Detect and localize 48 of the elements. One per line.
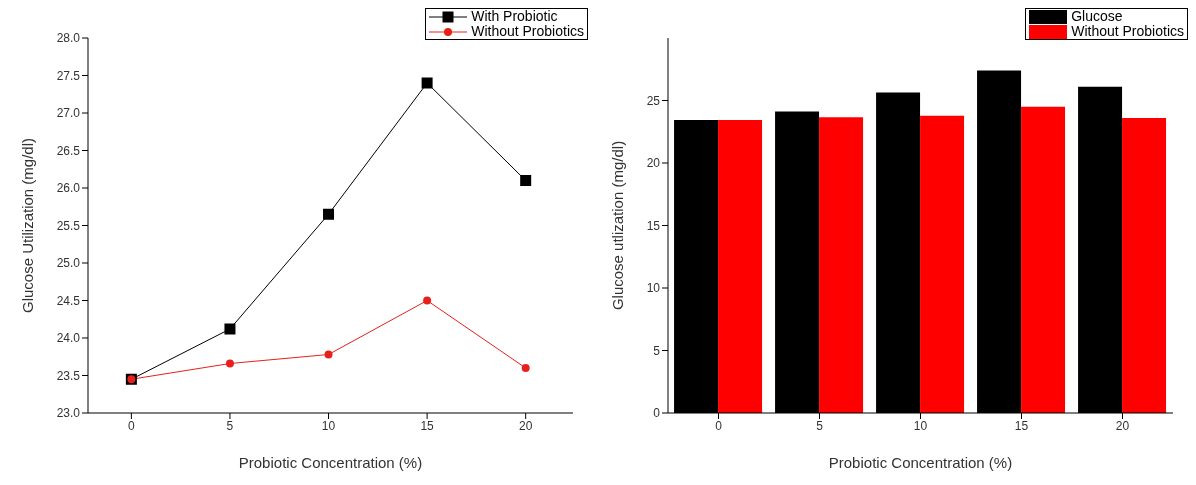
- x-tick-label: 20: [1115, 418, 1130, 433]
- y-tick-label: 5: [653, 343, 661, 358]
- y-tick-label: 25.5: [56, 218, 81, 233]
- y-tick-label: 0: [653, 406, 661, 421]
- bar: [718, 119, 763, 413]
- x-tick-label: 15: [420, 418, 435, 433]
- x-tick-label: 20: [519, 418, 533, 433]
- y-tick-label: 23.5: [56, 368, 81, 383]
- legend-label: Without Probiotics: [1071, 23, 1184, 39]
- y-tick-label: 26.0: [56, 181, 81, 196]
- point: [521, 364, 530, 372]
- bar: [819, 117, 864, 413]
- y-tick-label: 26.5: [56, 143, 81, 158]
- point: [324, 350, 333, 359]
- x-tick-label: 0: [128, 418, 136, 433]
- x-axis-title: Probiotic Concentration (%): [238, 454, 423, 471]
- point: [323, 208, 335, 220]
- point: [423, 296, 432, 305]
- y-tick-label: 23.0: [56, 406, 81, 421]
- x-tick-label: 5: [226, 418, 234, 433]
- bar: [1021, 106, 1066, 413]
- y-tick-label: 28.0: [56, 31, 81, 46]
- y-tick-label: 27.5: [56, 68, 81, 83]
- x-tick-label: 5: [816, 418, 824, 433]
- y-tick-label: 25.0: [56, 256, 81, 271]
- legend-label: Without Probiotics: [471, 23, 584, 39]
- legend-label: Glucose: [1071, 8, 1123, 24]
- point: [520, 175, 532, 186]
- point: [421, 77, 433, 89]
- x-tick-label: 10: [321, 418, 336, 433]
- y-tick-label: 24.0: [56, 331, 81, 346]
- point: [225, 359, 234, 368]
- y-tick-label: 27.0: [56, 106, 81, 121]
- bar: [1122, 118, 1167, 413]
- y-tick-label: 25: [646, 93, 661, 108]
- x-tick-label: 15: [1014, 418, 1029, 433]
- y-tick-label: 10: [646, 281, 661, 296]
- y-tick-label: 24.5: [56, 293, 81, 308]
- x-tick-label: 10: [913, 418, 928, 433]
- y-axis-title: Glucose Utilization (mg/dl): [19, 137, 37, 314]
- y-axis-title: Glucose utlization (mg/dl): [609, 140, 627, 311]
- x-tick-label: 0: [715, 418, 723, 433]
- y-tick-label: 20: [646, 156, 661, 171]
- bar: [920, 115, 965, 413]
- point: [224, 323, 236, 335]
- y-tick-label: 15: [646, 218, 661, 233]
- legend-label: With Probiotic: [471, 8, 558, 24]
- x-axis-title: Probiotic Concentration (%): [828, 454, 1013, 471]
